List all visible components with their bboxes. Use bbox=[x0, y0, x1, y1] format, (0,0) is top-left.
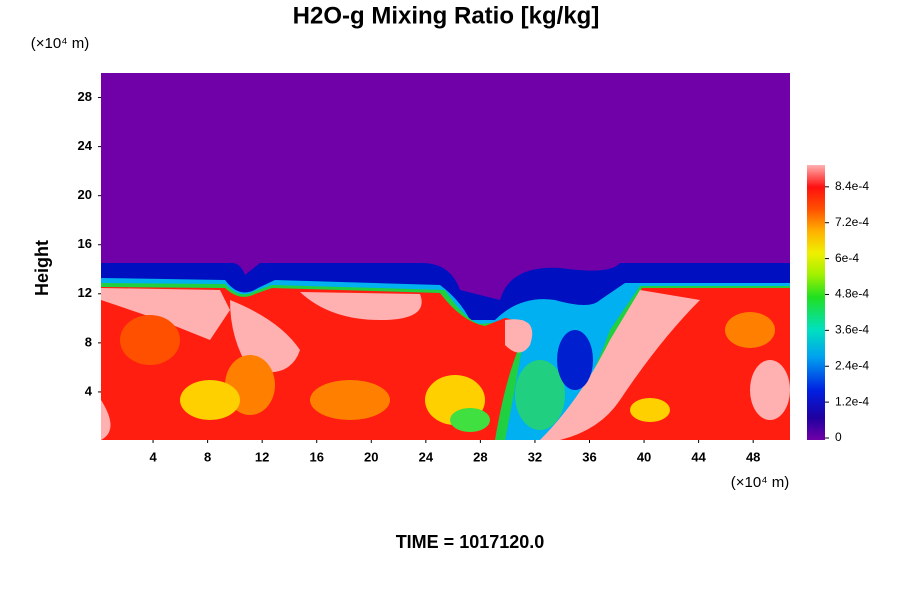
y-axis-label: Height bbox=[32, 240, 52, 296]
colorbar-tick-label: 8.4e-4 bbox=[835, 179, 869, 193]
x-tick-label: 24 bbox=[419, 449, 434, 464]
colorbar bbox=[807, 165, 825, 440]
x-tick-label: 48 bbox=[746, 449, 760, 464]
colorbar-tick-label: 6e-4 bbox=[835, 251, 859, 265]
y-tick-label: 8 bbox=[85, 334, 92, 349]
chart-title: H2O-g Mixing Ratio [kg/kg] bbox=[293, 2, 600, 29]
contour-field bbox=[101, 73, 790, 440]
y-tick-label: 24 bbox=[78, 138, 93, 153]
colorbar-tick-label: 1.2e-4 bbox=[835, 394, 869, 408]
colorbar-tick-label: 7.2e-4 bbox=[835, 215, 869, 229]
footer: TIME = 1017120.0 bbox=[396, 532, 545, 552]
colorbar-tick-label: 2.4e-4 bbox=[835, 358, 869, 372]
x-tick-label: 40 bbox=[637, 449, 651, 464]
y-tick-label: 16 bbox=[78, 236, 92, 251]
x-tick-label: 8 bbox=[204, 449, 211, 464]
colorbar-tick-label: 0 bbox=[835, 430, 842, 444]
x-tick-label: 44 bbox=[691, 449, 706, 464]
x-tick-label: 32 bbox=[528, 449, 542, 464]
x-tick-label: 12 bbox=[255, 449, 269, 464]
y-unit: (×10⁴ m) bbox=[31, 35, 90, 52]
colorbar-tick-label: 4.8e-4 bbox=[835, 287, 869, 301]
x-tick-label: 36 bbox=[582, 449, 596, 464]
y-tick-label: 28 bbox=[78, 89, 92, 104]
x-tick-label: 16 bbox=[309, 449, 323, 464]
colorbar-tick-label: 3.6e-4 bbox=[835, 323, 869, 337]
y-tick-label: 12 bbox=[78, 285, 92, 300]
x-unit: (×10⁴ m) bbox=[731, 474, 790, 491]
x-tick-label: 20 bbox=[364, 449, 378, 464]
x-tick-label: 4 bbox=[149, 449, 157, 464]
y-tick-label: 4 bbox=[85, 383, 93, 398]
x-tick-label: 28 bbox=[473, 449, 487, 464]
y-tick-label: 20 bbox=[78, 187, 92, 202]
